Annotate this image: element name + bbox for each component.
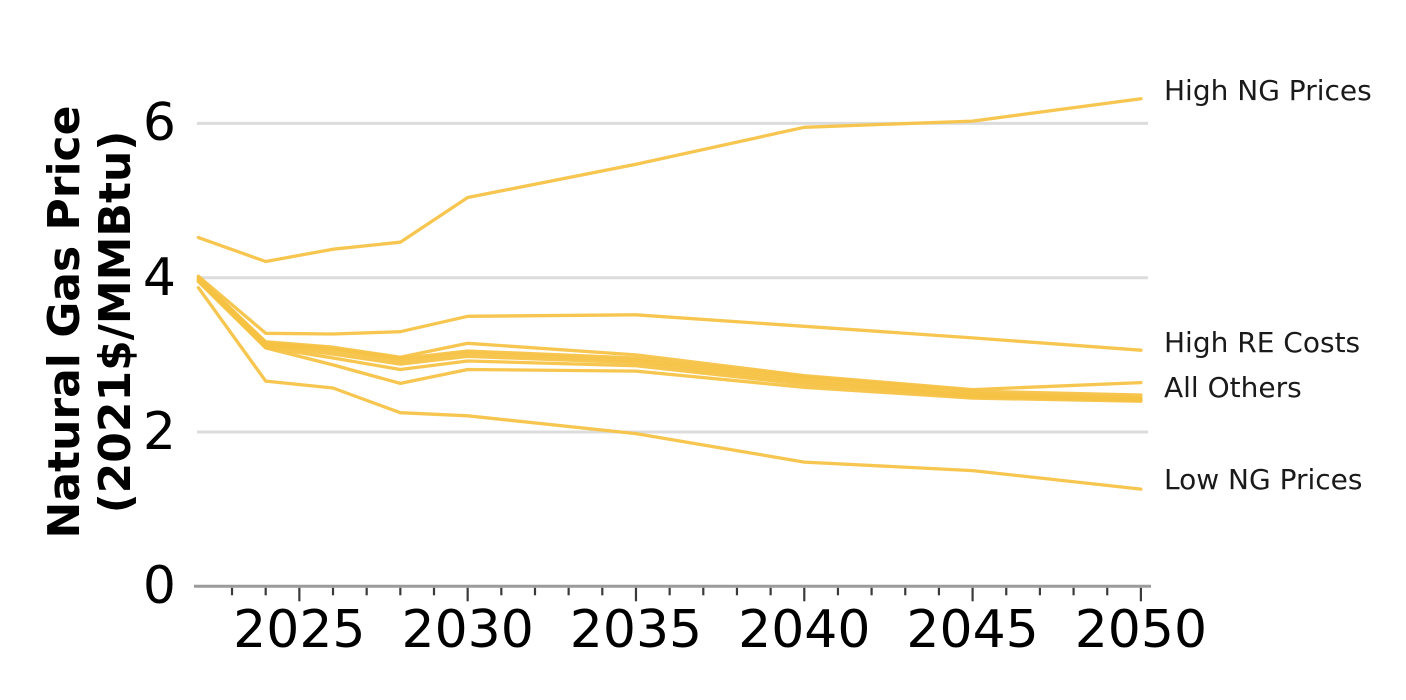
series-lines [196,97,1143,491]
y-axis-title-line2: (2021$/MMBtu) [90,130,141,514]
gridlines [197,121,1148,434]
y-axis-title-line1: Natural Gas Price [38,105,90,539]
y-tick-label-0: 0 [142,556,176,617]
y-tick-label-2: 2 [142,402,176,462]
annotation-high-re-costs: High RE Costs [1164,325,1361,359]
y-axis-title: Natural Gas Price (2021$/MMBtu) [39,106,141,539]
series-line-high-re-costs [196,274,1143,352]
y-tick-label-6: 6 [142,93,176,154]
annotation-high-ng-prices: High NG Prices [1164,74,1372,108]
series-line-high-ng-prices [196,97,1143,264]
series-line-low-ng-prices [196,286,1143,491]
series-line-all-others-4 [196,278,1143,401]
x-tick-label-2035: 2035 [569,600,703,660]
x-tick-label-2040: 2040 [738,600,871,660]
y-tick-label-4: 4 [142,247,176,308]
x-tick-label-2025: 2025 [233,600,366,660]
x-axis [194,584,1151,602]
series-line-all-others-2 [196,276,1143,397]
x-tick-label-2045: 2045 [906,600,1039,660]
annotation-low-ng-prices: Low NG Prices [1164,462,1363,496]
series-line-all-others-6 [196,279,1143,403]
annotation-all-others: All Others [1164,371,1302,405]
x-tick-label-2030: 2030 [401,600,534,660]
x-tick-label-2050: 2050 [1074,600,1208,660]
series-line-all-others-5 [196,279,1143,403]
